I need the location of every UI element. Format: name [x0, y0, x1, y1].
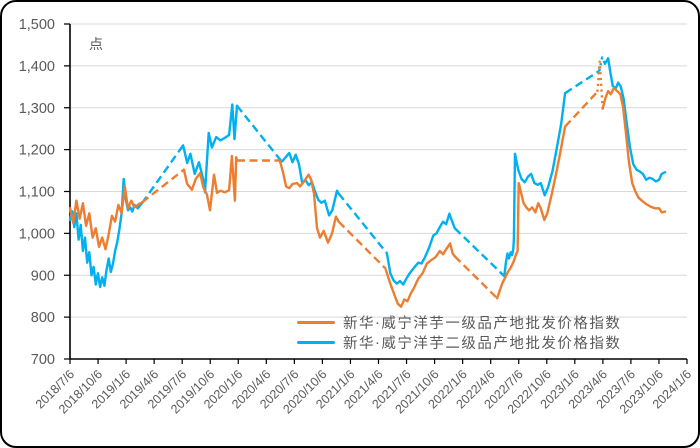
series-line-segment [598, 56, 606, 72]
y-tick-label: 1,300 [19, 101, 55, 117]
y-tick-label: 700 [31, 352, 55, 368]
series-line-segment [564, 69, 600, 95]
series-line-segment [281, 151, 340, 217]
grade2-line-swatch [297, 340, 335, 344]
series-line-segment [385, 212, 456, 286]
series-line-segment [278, 160, 340, 244]
series-line-segment [337, 192, 389, 255]
series-line-segment [503, 91, 567, 278]
y-axis-unit-label: 点 [89, 36, 103, 52]
series-line-segment [453, 227, 506, 277]
series-line-segment [496, 125, 567, 300]
legend-item-grade2: 新华·威宁洋芋二级品产地批发价格指数 [297, 332, 621, 352]
series-line-segment [141, 168, 185, 204]
chart-legend: 新华·威宁洋芋一级品产地批发价格指数 新华·威宁洋芋二级品产地批发价格指数 [297, 312, 621, 352]
series-line-segment [453, 255, 499, 300]
y-tick-label: 900 [31, 268, 55, 284]
series-line-segment [384, 242, 456, 308]
series-line-segment [601, 86, 667, 214]
series-line-segment [337, 220, 387, 270]
series-line-segment [564, 90, 599, 128]
y-tick-label: 1,500 [19, 17, 55, 33]
series-line-segment [596, 60, 604, 110]
y-tick-label: 1,100 [19, 185, 55, 201]
series-line-segment [603, 57, 667, 183]
y-tick-label: 1,400 [19, 59, 55, 75]
y-tick-label: 800 [31, 310, 55, 326]
series-line-segment [182, 154, 239, 212]
grade1-line-swatch [297, 320, 335, 324]
legend-label-grade2: 新华·威宁洋芋二级品产地批发价格指数 [343, 335, 622, 352]
y-tick-label: 1,000 [19, 226, 55, 242]
y-tick-label: 1,200 [19, 143, 55, 159]
legend-label-grade1: 新华·威宁洋芋一级品产地批发价格指数 [343, 315, 622, 332]
series-line-segment [181, 103, 239, 194]
series-line-segment [236, 104, 284, 163]
series-line-segment [68, 185, 144, 251]
legend-item-grade1: 新华·威宁洋芋一级品产地批发价格指数 [297, 312, 621, 332]
